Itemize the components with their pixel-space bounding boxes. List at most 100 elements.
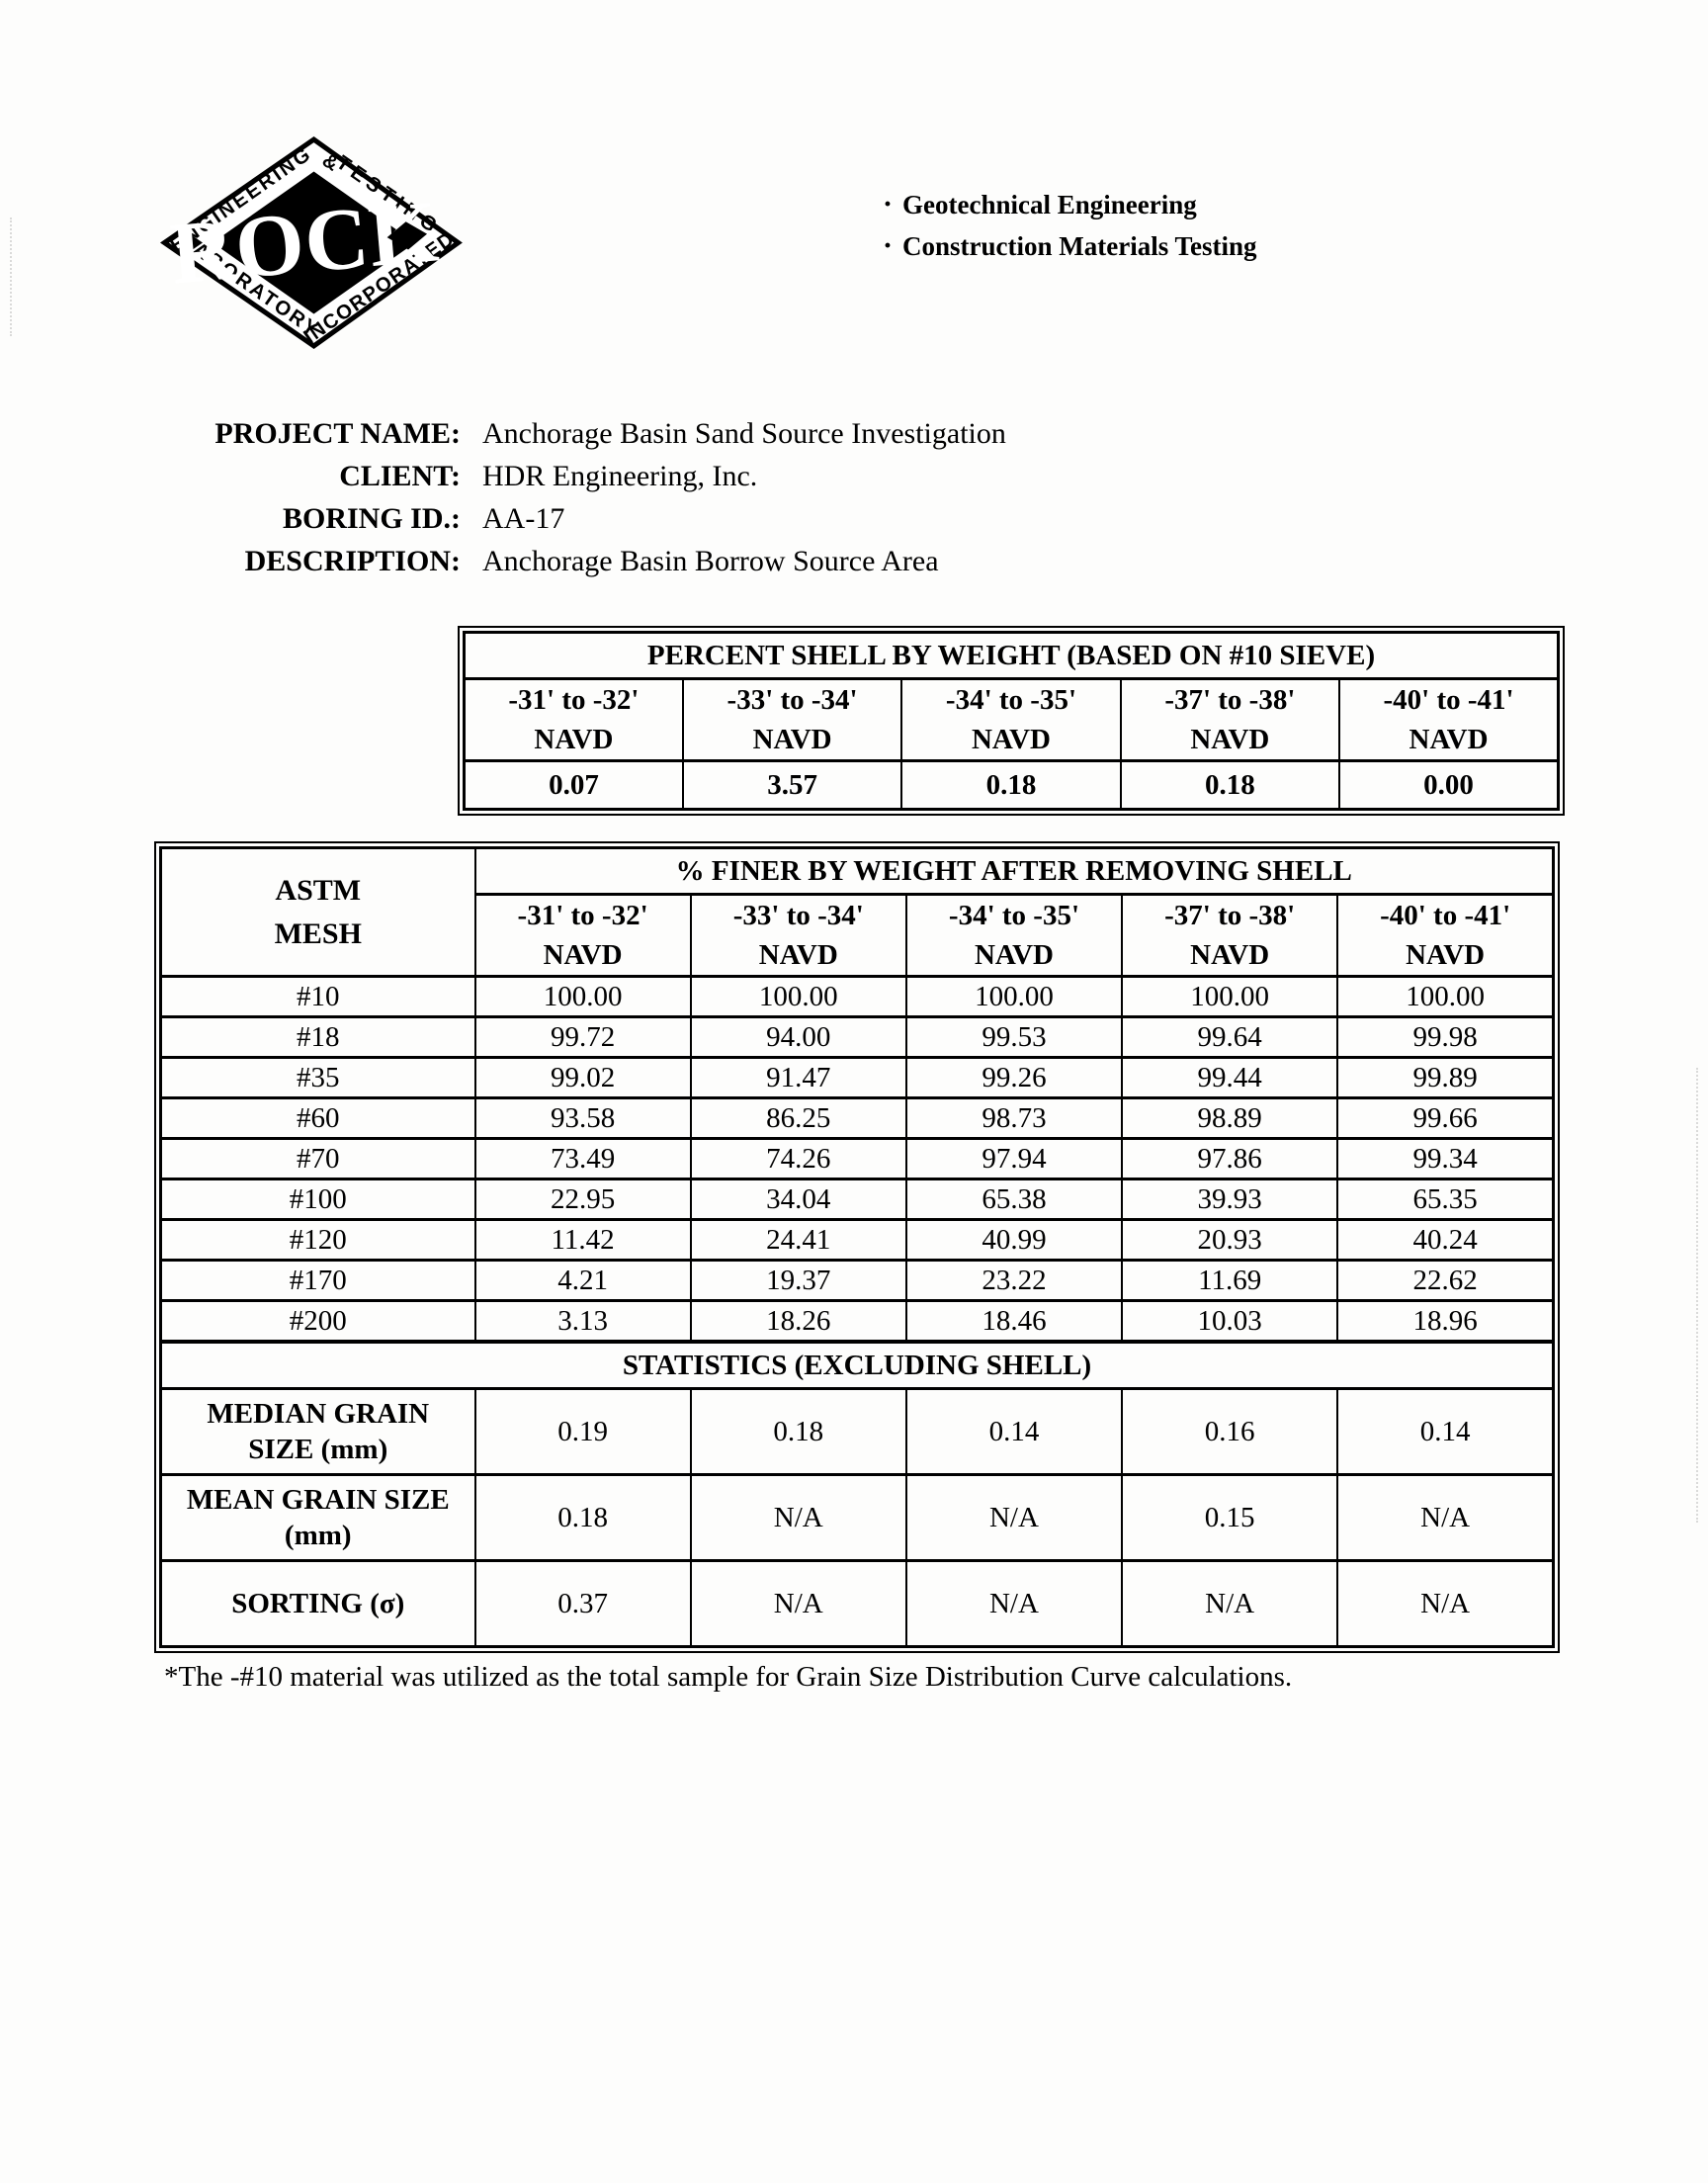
finer-value: 73.49 [473, 1137, 692, 1180]
description-label: DESCRIPTION: [244, 545, 461, 577]
finer-value: 18.46 [904, 1299, 1124, 1344]
finer-value: 100.00 [904, 975, 1124, 1018]
finer-value: 100.00 [473, 975, 692, 1018]
datum-label: NAVD [758, 939, 838, 971]
astm-label: ASTM [275, 873, 362, 907]
scan-artifact-left [10, 218, 12, 336]
stat-value: N/A [904, 1473, 1124, 1562]
rock-laboratory-logo: ENGINEERING & TESTING LABORATORY INCORPO… [158, 134, 465, 350]
description-value: Anchorage Basin Borrow Source Area [482, 545, 939, 577]
astm-mesh-header: ASTM MESH [159, 846, 476, 978]
stat-label: MEAN GRAIN SIZE (mm) [159, 1473, 476, 1562]
stat-value: 0.14 [904, 1387, 1124, 1476]
finer-value: 23.22 [904, 1259, 1124, 1302]
finer-value: 99.26 [904, 1056, 1124, 1099]
shell-value: 0.00 [1338, 759, 1560, 811]
shell-col-header: -33' to -34' NAVD [681, 677, 903, 762]
boring-id-value: AA-17 [482, 502, 565, 535]
finer-value: 65.38 [904, 1178, 1124, 1221]
finer-value: 99.89 [1336, 1056, 1555, 1099]
client-label: CLIENT: [339, 460, 461, 492]
stat-value: N/A [689, 1559, 907, 1648]
datum-label: NAVD [974, 939, 1054, 971]
bullet-icon: · [883, 188, 894, 220]
shell-table-title: PERCENT SHELL BY WEIGHT (BASED ON #10 SI… [463, 631, 1560, 680]
datum-label: NAVD [1190, 724, 1270, 755]
mesh-size: #18 [159, 1015, 476, 1059]
finer-value: 18.96 [1336, 1299, 1555, 1344]
finer-value: 93.58 [473, 1096, 692, 1140]
depth-range: -37' to -38' [1164, 684, 1296, 716]
finer-value: 99.66 [1336, 1096, 1555, 1140]
finer-value: 22.62 [1336, 1259, 1555, 1302]
service-label: Construction Materials Testing [902, 231, 1257, 261]
depth-range: -40' to -41' [1380, 900, 1511, 931]
finer-value: 24.41 [689, 1218, 907, 1262]
depth-range: -31' to -32' [517, 900, 648, 931]
finer-value: 98.73 [904, 1096, 1124, 1140]
finer-value: 40.99 [904, 1218, 1124, 1262]
stat-value: N/A [1336, 1473, 1555, 1562]
finer-value: 98.89 [1121, 1096, 1339, 1140]
shell-value: 0.18 [900, 759, 1122, 811]
stat-label: MEDIAN GRAIN SIZE (mm) [159, 1387, 476, 1476]
depth-range: -33' to -34' [726, 684, 858, 716]
finer-value: 65.35 [1336, 1178, 1555, 1221]
mesh-size: #120 [159, 1218, 476, 1262]
project-info: PROJECT NAME: Anchorage Basin Sand Sourc… [146, 417, 1006, 578]
finer-value: 10.03 [1121, 1299, 1339, 1344]
stat-row-mean: MEAN GRAIN SIZE (mm) 0.18 N/A N/A 0.15 N… [159, 1473, 1555, 1562]
finer-value: 34.04 [689, 1178, 907, 1221]
finer-col-header: -33' to -34' NAVD [689, 893, 907, 978]
finer-value: 99.72 [473, 1015, 692, 1059]
shell-col-header: -40' to -41' NAVD [1338, 677, 1560, 762]
boring-id-label: BORING ID.: [282, 502, 461, 535]
shell-col-header: -37' to -38' NAVD [1119, 677, 1341, 762]
finer-value: 18.26 [689, 1299, 907, 1344]
percent-finer-table: ASTM MESH % FINER BY WEIGHT AFTER REMOVI… [154, 841, 1560, 1653]
finer-col-header: -40' to -41' NAVD [1336, 893, 1555, 978]
mesh-size: #70 [159, 1137, 476, 1180]
mesh-size: #10 [159, 975, 476, 1018]
finer-value: 100.00 [1336, 975, 1555, 1018]
mesh-size: #60 [159, 1096, 476, 1140]
scan-artifact-right [1696, 1068, 1698, 1523]
finer-col-header: -31' to -32' NAVD [473, 893, 692, 978]
finer-value: 99.44 [1121, 1056, 1339, 1099]
shell-col-header: -34' to -35' NAVD [900, 677, 1122, 762]
finer-value: 100.00 [1121, 975, 1339, 1018]
mesh-row: #120 11.42 24.41 40.99 20.93 40.24 [159, 1218, 1555, 1262]
finer-value: 4.21 [473, 1259, 692, 1302]
stat-value: 0.14 [1336, 1387, 1555, 1476]
project-name-value: Anchorage Basin Sand Source Investigatio… [482, 417, 1006, 450]
stat-row-sorting: SORTING (σ) 0.37 N/A N/A N/A N/A [159, 1559, 1555, 1648]
finer-value: 99.98 [1336, 1015, 1555, 1059]
mesh-row: #18 99.72 94.00 99.53 99.64 99.98 [159, 1015, 1555, 1059]
finer-col-header: -34' to -35' NAVD [904, 893, 1124, 978]
finer-value: 39.93 [1121, 1178, 1339, 1221]
finer-value: 99.64 [1121, 1015, 1339, 1059]
mesh-label: MESH [274, 917, 362, 950]
finer-value: 91.47 [689, 1056, 907, 1099]
stat-value: 0.37 [473, 1559, 692, 1648]
stat-value: 0.19 [473, 1387, 692, 1476]
mesh-size: #100 [159, 1178, 476, 1221]
datum-label: NAVD [971, 724, 1051, 755]
bullet-icon: · [883, 229, 894, 262]
shell-header-row: -31' to -32' NAVD -33' to -34' NAVD -34'… [463, 677, 1560, 762]
project-name-label: PROJECT NAME: [214, 417, 461, 450]
datum-label: NAVD [1406, 939, 1486, 971]
diamond-logo-icon: ENGINEERING & TESTING LABORATORY INCORPO… [159, 135, 463, 350]
stat-value: N/A [1336, 1559, 1555, 1648]
shell-values-row: 0.07 3.57 0.18 0.18 0.00 [463, 759, 1560, 811]
left-diamond-accent-icon [176, 233, 203, 252]
service-line-materials: · Construction Materials Testing [883, 225, 1257, 267]
stat-value: 0.16 [1121, 1387, 1339, 1476]
depth-range: -31' to -32' [508, 684, 640, 716]
datum-label: NAVD [534, 724, 614, 755]
mesh-row: #10 100.00 100.00 100.00 100.00 100.00 [159, 975, 1555, 1018]
mesh-row: #200 3.13 18.26 18.46 10.03 18.96 [159, 1299, 1555, 1344]
finer-value: 3.13 [473, 1299, 692, 1344]
statistics-title: STATISTICS (EXCLUDING SHELL) [159, 1340, 1555, 1390]
